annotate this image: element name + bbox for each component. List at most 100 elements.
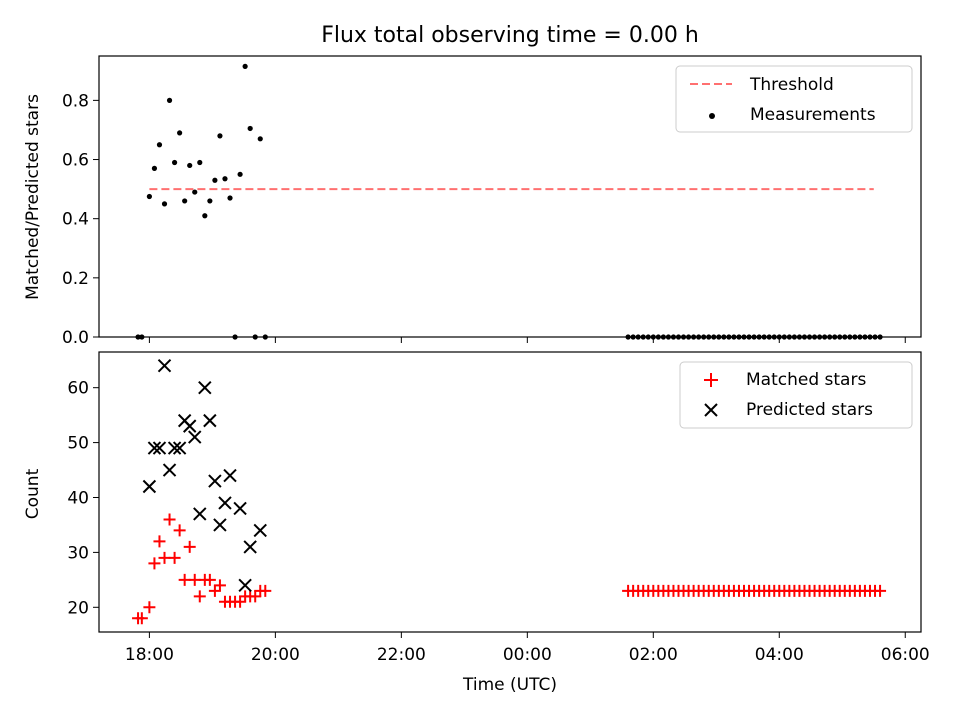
measurements-point	[847, 334, 853, 340]
measurements-point	[655, 334, 661, 340]
measurements-point	[635, 334, 641, 340]
top-y-axis-label: Matched/Predicted stars	[23, 94, 43, 300]
measurements-point	[726, 334, 732, 340]
measurements-point	[827, 334, 833, 340]
measurements-point	[242, 63, 248, 69]
predicted-stars-point	[203, 413, 217, 428]
matched-stars-point	[874, 584, 887, 597]
predicted-stars-point	[253, 523, 267, 538]
bottom-y-tick-label: 50	[67, 434, 89, 454]
predicted-stars-point	[243, 540, 257, 554]
measurements-point	[832, 334, 838, 340]
top-y-tick-label: 0.0	[62, 328, 89, 348]
measurements-point	[665, 334, 672, 340]
measurements-point	[156, 142, 163, 148]
predicted-stars-legend-swatch	[704, 403, 718, 417]
measurements-point	[237, 171, 243, 177]
measurements-point	[786, 334, 792, 340]
measurements-point	[691, 334, 697, 340]
bottom-y-tick-label: 60	[67, 379, 89, 399]
measurements-point	[701, 334, 707, 340]
bottom-x-tick-label: 02:00	[629, 645, 678, 665]
predicted-stars-point	[182, 419, 197, 433]
measurements-point	[877, 334, 883, 340]
matched-stars-point	[203, 573, 216, 586]
bottom-y-tick-label: 40	[67, 488, 89, 508]
bottom-panel: 20 30 40 50 60 18:00 20:00 22:00 00:00 02:00 04:00…	[67, 351, 930, 665]
top-legend-box	[675, 65, 913, 133]
matched-stars-point	[178, 573, 191, 586]
top-axes-frame	[98, 55, 922, 338]
measurements-point	[177, 130, 183, 136]
measurements-point	[645, 334, 651, 340]
measurements-point	[806, 334, 813, 340]
matched-stars-point	[208, 584, 221, 597]
predicted-stars-legend-label: Predicted stars	[746, 400, 873, 420]
measurements-point	[716, 334, 722, 340]
measurements-point	[872, 334, 878, 340]
bottom-legend: Matched stars Predicted stars	[679, 361, 913, 429]
predicted-stars-point	[142, 479, 157, 494]
predicted-stars-point	[208, 474, 222, 488]
predicted-stars-point	[172, 441, 187, 455]
measurements-point	[257, 136, 263, 142]
measurements-point	[741, 334, 747, 340]
measurements-point	[746, 334, 752, 340]
measurements-point	[232, 334, 238, 340]
matched-stars-point	[135, 612, 148, 625]
bottom-x-tick-label: 20:00	[251, 645, 300, 665]
measurements-point	[640, 334, 646, 340]
measurements-point	[761, 334, 767, 340]
measurements-point	[192, 189, 198, 195]
bottom-x-tick-label: 00:00	[503, 645, 552, 665]
measurements-point	[146, 193, 152, 200]
matched-stars-point	[173, 524, 186, 537]
measurements-point	[227, 195, 233, 201]
measurements-point	[706, 334, 712, 340]
matched-stars-point	[259, 584, 272, 597]
top-y-tick-label: 0.6	[62, 151, 89, 171]
top-y-tick-label: 0.8	[62, 91, 89, 111]
measurements-point	[852, 334, 858, 340]
measurements-point	[171, 159, 178, 166]
measurements-point	[771, 334, 777, 340]
measurements-point	[139, 334, 145, 340]
measurements-point	[776, 334, 782, 340]
measurements-point	[252, 334, 258, 340]
measurements-point	[222, 176, 228, 182]
measurements-point	[696, 334, 702, 340]
measurements-point	[867, 334, 873, 340]
measurements-point	[161, 201, 168, 207]
measurements-point	[721, 334, 727, 340]
bottom-x-tick-label: 04:00	[755, 645, 804, 665]
measurements-legend-swatch	[709, 113, 715, 119]
bottom-x-tick-label: 18:00	[125, 645, 174, 665]
matched-stars-point	[163, 513, 176, 526]
bottom-x-tick-label: 06:00	[881, 645, 930, 665]
measurements-point	[801, 334, 808, 340]
top-legend: Threshold Measurements	[675, 65, 913, 133]
measurements-point	[842, 334, 848, 340]
measurements-point	[837, 334, 843, 340]
measurements-point	[625, 334, 631, 340]
measurements-point	[202, 213, 208, 219]
predicted-stars-point	[213, 518, 227, 532]
matched-stars-point	[188, 573, 201, 586]
measurements-point	[650, 334, 656, 340]
measurements-point	[262, 334, 268, 340]
measurements-point	[756, 334, 762, 340]
measurements-point	[151, 165, 158, 171]
measurements-point	[197, 159, 203, 166]
top-y-tick-label: 0.2	[62, 269, 89, 289]
predicted-stars-point	[162, 463, 177, 477]
measurements-point	[675, 334, 682, 340]
measurements-point	[816, 334, 823, 340]
matched-stars-point	[234, 595, 247, 608]
matched-stars-point	[193, 590, 206, 603]
matched-stars-legend-label: Matched stars	[746, 370, 866, 390]
predicted-stars-point	[147, 441, 162, 455]
bottom-y-tick-label: 20	[67, 598, 89, 618]
bottom-x-tick-label: 22:00	[377, 645, 426, 665]
measurements-point	[685, 334, 692, 340]
